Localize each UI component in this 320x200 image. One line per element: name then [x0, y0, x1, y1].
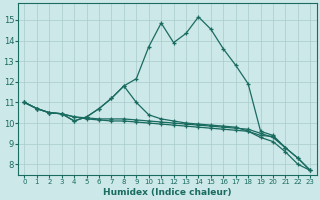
X-axis label: Humidex (Indice chaleur): Humidex (Indice chaleur) [103, 188, 232, 197]
